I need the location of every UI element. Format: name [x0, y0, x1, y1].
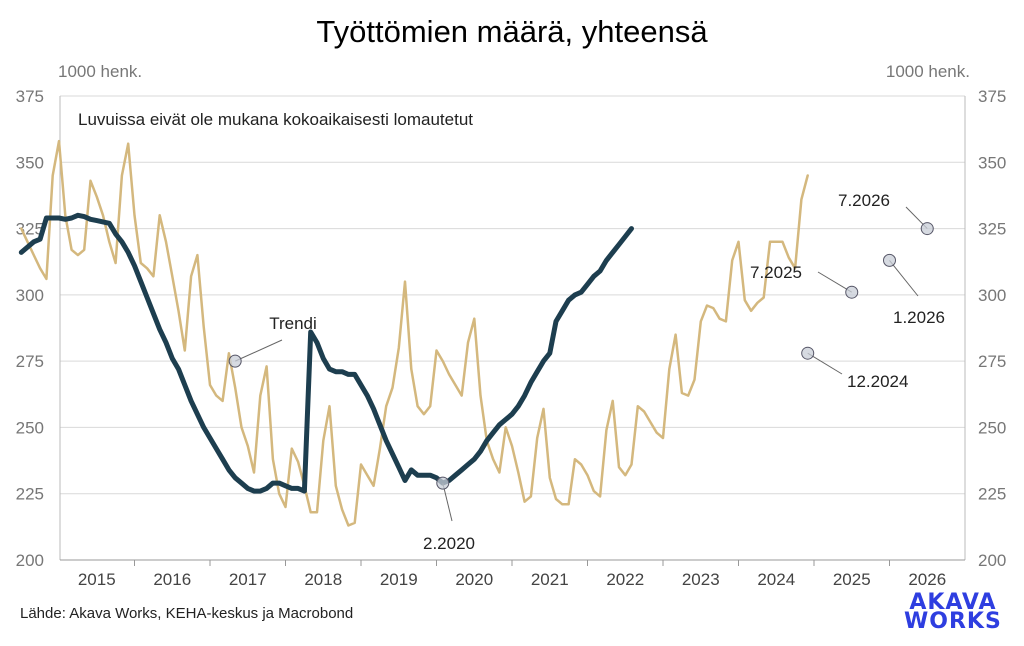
y-tick-label-right: 250 — [978, 418, 1006, 437]
source-note: Lähde: Akava Works, KEHA-keskus ja Macro… — [20, 605, 354, 622]
logo-line-2: WORKS — [904, 609, 1002, 634]
y-tick-label-left: 350 — [16, 153, 44, 172]
annotation-leader — [817, 271, 853, 293]
y-tick-label-left: 275 — [16, 352, 44, 371]
annotation-marker — [801, 346, 815, 360]
y-tick-label-right: 225 — [978, 485, 1006, 504]
x-tick-label: 2016 — [153, 570, 191, 589]
x-tick-label: 2018 — [304, 570, 342, 589]
monthly-series-line — [20, 139, 809, 527]
annotation-label: 12.2024 — [847, 372, 908, 391]
logo-line-1: AKAVA — [909, 590, 997, 615]
y-tick-label-left: 250 — [16, 418, 44, 437]
annotation-label: 1.2026 — [893, 308, 945, 327]
annotation-marker — [920, 222, 934, 236]
y-tick-label-right: 275 — [978, 352, 1006, 371]
akava-works-logo: AKAVA WORKS — [904, 590, 1002, 634]
y-tick-label-right: 375 — [978, 87, 1006, 106]
annotation-marker — [883, 253, 896, 267]
y-tick-label-left: 200 — [16, 551, 44, 570]
x-tick-label: 2026 — [908, 570, 946, 589]
y-unit-left: 1000 henk. — [58, 62, 142, 81]
annotation-label: 7.2026 — [838, 191, 890, 210]
x-tick-label: 2025 — [833, 570, 871, 589]
x-tick-label: 2021 — [531, 570, 569, 589]
y-tick-label-right: 300 — [978, 286, 1006, 305]
annotation-leader — [234, 339, 283, 362]
x-tick-label: 2019 — [380, 570, 418, 589]
y-tick-label-left: 225 — [16, 485, 44, 504]
annotation-marker — [228, 354, 242, 368]
x-tick-label: 2024 — [757, 570, 795, 589]
y-tick-label-left: 300 — [16, 286, 44, 305]
annotation-leader — [807, 352, 843, 375]
y-tick-label-right: 325 — [978, 220, 1006, 239]
x-tick-label: 2017 — [229, 570, 267, 589]
trend-series-line — [18, 212, 634, 494]
annotation-label: 2.2020 — [423, 534, 475, 553]
x-tick-label: 2015 — [78, 570, 116, 589]
y-unit-right: 1000 henk. — [886, 62, 970, 81]
annotation-label: 7.2025 — [750, 263, 802, 282]
annotation-marker — [845, 285, 859, 299]
chart-title: Työttömien määrä, yhteensä — [316, 14, 708, 49]
annotation-label: Trendi — [269, 314, 317, 333]
x-tick-label: 2022 — [606, 570, 644, 589]
y-tick-label-right: 200 — [978, 551, 1006, 570]
x-tick-label: 2023 — [682, 570, 720, 589]
y-tick-label-right: 350 — [978, 153, 1006, 172]
y-tick-label-left: 375 — [16, 87, 44, 106]
chart-subtitle: Luvuissa eivät ole mukana kokoaikaisesti… — [78, 110, 473, 129]
x-tick-label: 2020 — [455, 570, 493, 589]
annotation-leader — [889, 260, 919, 297]
annotation-marker — [436, 476, 450, 490]
